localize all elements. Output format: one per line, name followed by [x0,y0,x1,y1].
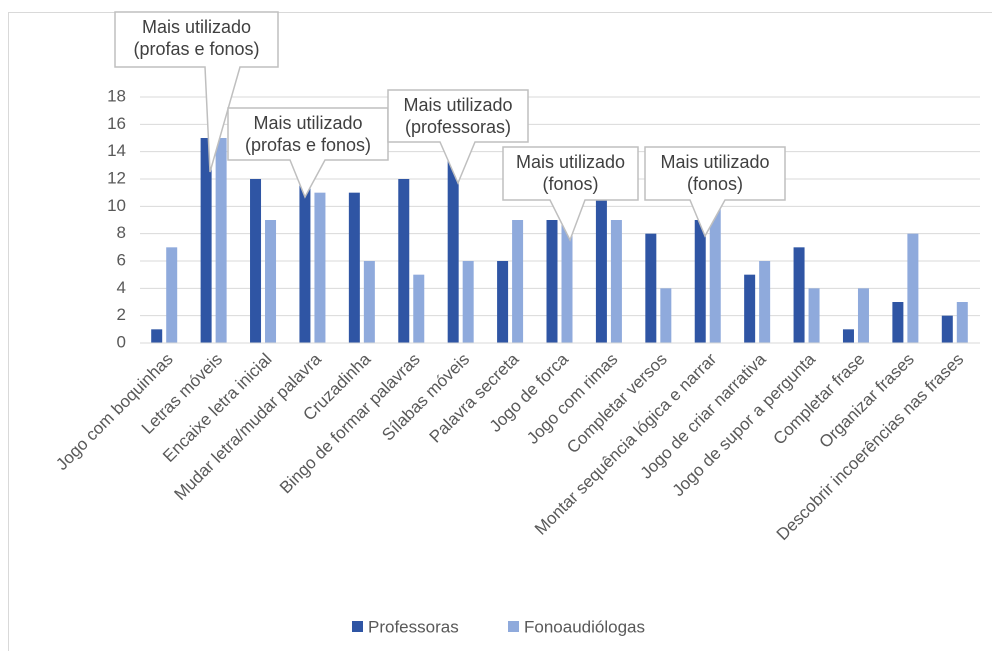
callout: Mais utilizado(professoras) [387,89,529,185]
callout: Mais utilizado(profas e fonos) [114,11,279,173]
legend-swatch [352,621,363,632]
bar [447,151,459,343]
bar [398,179,410,343]
bar [462,261,474,343]
callout-box [502,146,639,242]
bar [892,302,904,343]
callout: Mais utilizado(fonos) [644,146,786,238]
legend-label: Fonoaudiólogas [524,617,645,636]
legend-swatch [508,621,519,632]
y-tick-label: 10 [107,196,126,215]
bar [808,288,820,343]
bar [250,179,262,343]
bar [215,138,227,343]
bar [709,206,721,343]
bar [497,261,509,343]
callout: Mais utilizado(fonos) [502,146,639,242]
bar [744,274,756,343]
y-tick-label: 14 [107,141,126,160]
bar [907,233,919,343]
bar [759,261,771,343]
bar [956,302,968,343]
callout-box [114,11,279,173]
legend-label: Professoras [368,617,459,636]
y-tick-label: 6 [117,250,126,269]
callout-box [644,146,786,238]
bar [413,274,425,343]
callout: Mais utilizado(profas e fonos) [227,107,389,199]
bar [694,220,706,343]
y-tick-label: 8 [117,223,126,242]
bar [842,329,854,343]
callout-box [387,89,529,185]
bar [200,138,212,343]
y-tick-label: 12 [107,168,126,187]
callout-text: Mais utilizado [142,17,251,37]
bar [363,261,375,343]
bar [348,192,360,343]
bar [299,165,311,343]
bar [314,192,326,343]
bar [595,192,607,343]
bar [512,220,524,343]
bar [151,329,163,343]
bar [166,247,178,343]
bar [793,247,805,343]
callout-text: Mais utilizado [516,152,625,172]
bar [645,233,657,343]
callout-text: (professoras) [405,117,511,137]
y-tick-label: 18 [107,86,126,105]
callout-text: (profas e fonos) [133,39,259,59]
callout-text: (fonos) [687,174,743,194]
bar [265,220,277,343]
callout-text: (fonos) [542,174,598,194]
bar [546,220,558,343]
bar [561,206,573,343]
callout-text: (profas e fonos) [245,135,371,155]
bar [660,288,672,343]
bar [941,315,953,343]
bar [610,220,622,343]
y-tick-label: 16 [107,114,126,133]
y-tick-label: 2 [117,305,126,324]
callout-text: Mais utilizado [253,113,362,133]
callout-text: Mais utilizado [403,95,512,115]
callout-text: Mais utilizado [660,152,769,172]
bar [857,288,869,343]
y-tick-label: 0 [117,332,126,351]
y-tick-label: 4 [117,278,126,297]
